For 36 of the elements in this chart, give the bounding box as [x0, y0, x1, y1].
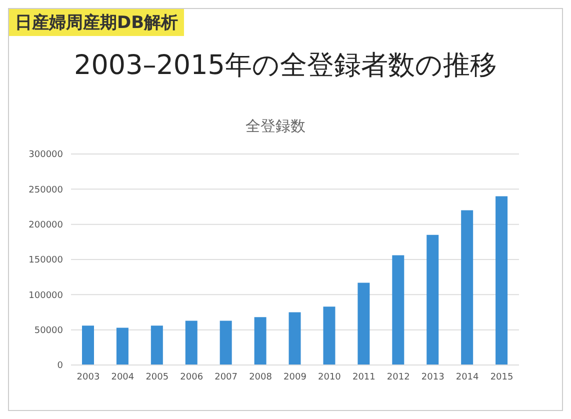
bar [150, 326, 163, 365]
x-tick-label: 2013 [421, 372, 444, 382]
bar [496, 196, 508, 365]
bar [116, 328, 128, 365]
x-tick-label: 2006 [180, 372, 204, 382]
bar [288, 312, 301, 365]
chart-title: 2003–2015年の全登録者数の推移 [73, 49, 498, 83]
y-tick-label: 50000 [34, 326, 64, 336]
bar [392, 255, 404, 365]
y-tick-label: 300000 [28, 150, 64, 160]
y-tick-label: 200000 [28, 220, 64, 231]
x-tick-label: 2009 [284, 372, 307, 382]
y-tick-label: 150000 [28, 256, 64, 266]
x-tick-label: 2011 [352, 372, 376, 382]
x-tick-label: 2010 [318, 372, 342, 382]
x-tick-label: 2008 [249, 372, 272, 382]
bar [220, 320, 232, 365]
x-tick-label: 2005 [146, 372, 169, 382]
bar [82, 326, 94, 365]
bar [358, 282, 370, 365]
text: 日産婦周産期DB解析 [9, 9, 184, 36]
bar [461, 210, 474, 365]
x-tick-label: 2014 [456, 372, 480, 382]
x-tick-label: 2003 [76, 372, 100, 382]
bar [323, 306, 336, 365]
y-tick-label: 100000 [28, 290, 64, 301]
chart-subtitle: 全登録数 [244, 117, 306, 136]
x-tick-label: 2015 [490, 372, 514, 382]
y-tick-label: 0 [57, 361, 64, 372]
bar [185, 320, 198, 365]
bar [254, 317, 266, 365]
x-tick-label: 2012 [386, 372, 410, 382]
x-tick-label: 2004 [111, 372, 134, 382]
x-tick-label: 2007 [214, 372, 238, 382]
bar [426, 234, 439, 365]
y-tick-label: 250000 [28, 185, 64, 196]
